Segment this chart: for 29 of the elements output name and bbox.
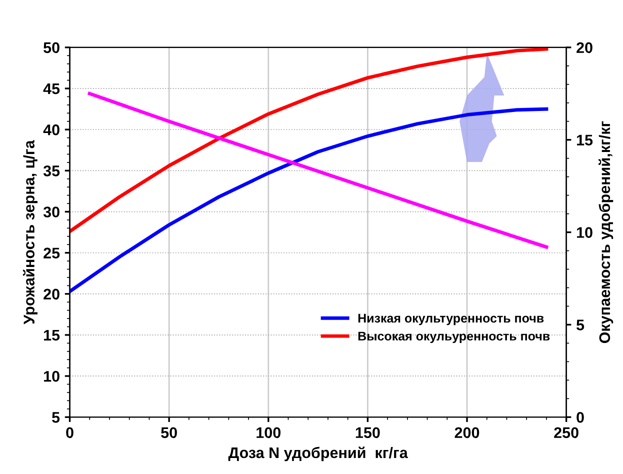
y-tick-label: 30 — [43, 206, 60, 218]
line-series — [70, 47, 548, 234]
y-tick-label: 40 — [43, 124, 60, 136]
y-tick-label: 5 — [52, 412, 60, 423]
y-tick-label: 10 — [44, 370, 60, 382]
y2-tick-label: 20 — [576, 42, 592, 54]
x-tick-label: 100 — [256, 427, 281, 438]
y-tick-label: 45 — [43, 84, 60, 94]
x-tick-label: 150 — [356, 427, 380, 438]
y-tick-label: 35 — [43, 166, 60, 176]
y2-tick-label: 5 — [576, 320, 584, 330]
y-axis-title: Урожайность зерна, ц/га — [22, 140, 38, 324]
line-series — [88, 92, 548, 249]
x-tick-label: 200 — [454, 427, 480, 438]
x-tick-label: 250 — [554, 427, 578, 438]
y2-tick-label: 0 — [576, 412, 584, 423]
y2-tick-label: 15 — [576, 134, 593, 146]
y-tick-label: 25 — [44, 248, 60, 258]
x-tick-label: 50 — [161, 427, 177, 438]
legend-label: Высокая окульуренность почв — [358, 332, 550, 344]
legend-label: Низкая окультуренность почв — [358, 314, 544, 326]
x-axis-title: Доза N удобрений кг/га — [228, 446, 408, 462]
y-tick-label: 15 — [44, 330, 60, 341]
y-tick-label: 20 — [44, 288, 60, 300]
y-tick-label: 50 — [44, 42, 60, 54]
y2-axis-title: Окупаемость удобрений,кг/кг — [598, 121, 614, 344]
line-series — [70, 107, 548, 294]
x-tick-label: 0 — [66, 427, 74, 438]
y2-tick-label: 10 — [576, 227, 592, 238]
